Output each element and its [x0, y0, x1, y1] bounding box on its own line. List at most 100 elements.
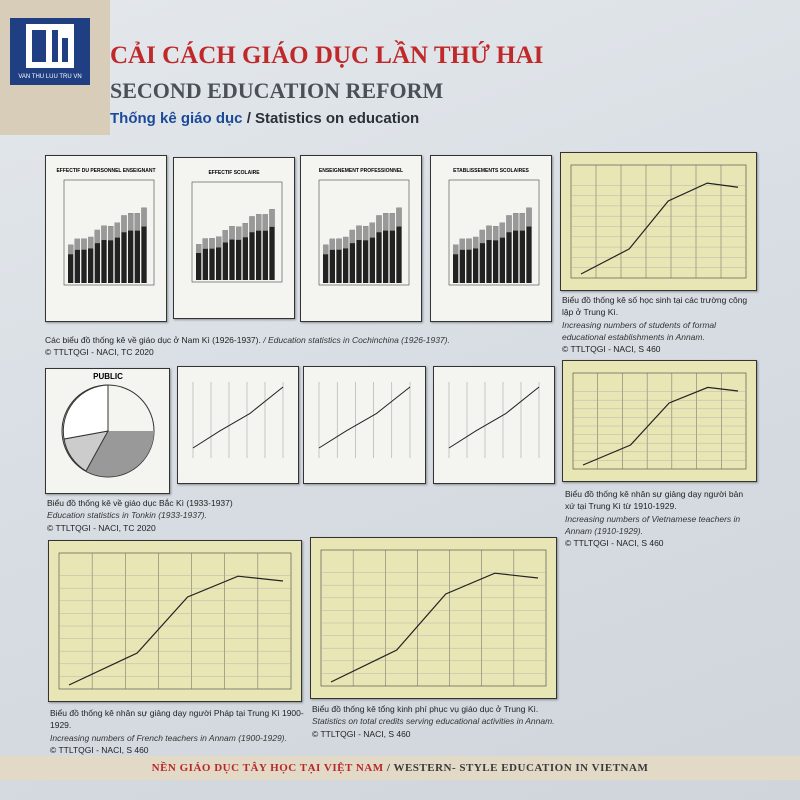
- caption-en: Increasing numbers of French teachers in…: [50, 732, 287, 743]
- figure: [177, 366, 299, 484]
- illustration-bar: [236, 226, 242, 240]
- illustration-bar: [513, 213, 519, 283]
- figure: ENSEIGNEMENT PROFESSIONNEL: [300, 155, 422, 322]
- figure-image: [58, 552, 292, 690]
- figure-title: ETABLISSEMENTS SCOLAIRES: [453, 168, 529, 174]
- illustration-bar: [94, 229, 100, 283]
- figure-image: [318, 382, 411, 458]
- caption-en: Increasing numbers of students of formal…: [562, 319, 717, 342]
- figure: PUBLIC: [45, 368, 170, 494]
- figure: [303, 366, 426, 484]
- illustration-bar: [356, 225, 362, 241]
- figure-title: EFFECTIF DU PERSONNEL ENSEIGNANT: [56, 168, 155, 174]
- illustration-bar: [383, 213, 389, 231]
- figure: ETABLISSEMENTS SCOLAIRES: [430, 155, 552, 322]
- illustration-bar: [493, 226, 499, 283]
- illustration-line: [318, 386, 411, 449]
- title-vi: CẢI CÁCH GIÁO DỤC LẦN THỨ HAI: [110, 42, 544, 69]
- figure-title: PUBLIC: [93, 372, 123, 381]
- caption: Biểu đồ thống kê nhân sự giảng dạy người…: [565, 488, 755, 550]
- subtitle-vi: Thống kê giáo dục: [110, 110, 243, 127]
- illustration-bar: [329, 238, 335, 250]
- title-en: SECOND EDUCATION REFORM: [110, 78, 444, 103]
- illustration-bar: [269, 209, 275, 227]
- illustration-bar: [506, 215, 512, 283]
- illustration-bar: [121, 215, 127, 283]
- illustration-bar: [101, 225, 107, 283]
- illustration-bar: [121, 215, 127, 233]
- caption-vi: Biểu đồ thống kê nhân sự giảng dạy người…: [565, 489, 744, 512]
- illustration-bar: [269, 209, 275, 280]
- footer: NỀN GIÁO DỤC TÂY HỌC TẠI VIỆT NAM / WEST…: [0, 756, 800, 780]
- illustration-line: [192, 386, 284, 449]
- caption-vi: Biểu đồ thống kê nhân sự giảng dạy người…: [50, 708, 304, 731]
- illustration-bar: [88, 236, 94, 283]
- illustration-bar: [114, 222, 120, 238]
- illustration-bar: [108, 226, 114, 241]
- figure-image: PUBLIC: [61, 372, 155, 478]
- illustration-bar: [519, 213, 525, 283]
- illustration-bar: [473, 236, 479, 283]
- illustration-bar: [486, 225, 492, 241]
- illustration-bar: [466, 238, 472, 250]
- illustration-bar: [506, 215, 512, 233]
- caption-en: Increasing numbers of Vietnamese teacher…: [565, 513, 741, 536]
- illustration-bar: [493, 226, 499, 241]
- illustration-bar: [256, 214, 262, 280]
- figure: EFFECTIF DU PERSONNEL ENSEIGNANT: [45, 155, 167, 322]
- illustration-bar: [216, 236, 222, 248]
- illustration-bar: [249, 216, 255, 280]
- illustration-bar: [88, 236, 94, 249]
- figure-title: ENSEIGNEMENT PROFESSIONNEL: [319, 168, 403, 174]
- illustration-frame: [191, 181, 283, 283]
- logo-mark: VAN THU LUU TRU VN: [18, 24, 82, 80]
- illustration-bar: [229, 226, 235, 280]
- caption-vi: Biểu đồ thống kê số học sinh tại các trư…: [562, 295, 748, 318]
- illustration-bar: [343, 236, 349, 249]
- illustration-bar: [216, 236, 222, 280]
- illustration-line: [330, 572, 539, 683]
- illustration-line: [68, 575, 284, 686]
- illustration-bar: [363, 226, 369, 241]
- caption: Các biểu đồ thống kê về giáo dục ở Nam K…: [45, 334, 545, 359]
- illustration-frame: [318, 179, 410, 286]
- illustration-bar: [81, 238, 87, 250]
- figure: [560, 152, 757, 291]
- illustration-bar: [262, 214, 268, 231]
- illustration-bar: [108, 226, 114, 283]
- figure: [562, 360, 757, 482]
- illustration-bar: [396, 207, 402, 283]
- illustration-frame: [572, 372, 747, 470]
- logo: VAN THU LUU TRU VN: [10, 18, 90, 85]
- illustration-bar: [229, 226, 235, 240]
- illustration-bar: [376, 215, 382, 283]
- caption-source: © TTLTQGI - NACI, S 460: [565, 538, 664, 549]
- illustration-bar: [499, 222, 505, 283]
- illustration-bar: [396, 207, 402, 227]
- caption-vi: Biểu đồ thống kê về giáo dục Bắc Kì (193…: [47, 498, 233, 508]
- illustration-bar: [81, 238, 87, 283]
- illustration-bar: [526, 207, 532, 283]
- illustration-bar: [202, 238, 208, 280]
- illustration-bar: [356, 225, 362, 283]
- illustration-bar: [389, 213, 395, 283]
- subtitle: Thống kê giáo dục / Statistics on educat…: [110, 110, 419, 127]
- caption-en: / Education statistics in Cochinchina (1…: [263, 335, 450, 345]
- caption-vi: Biểu đồ thống kê tổng kinh phí phục vụ g…: [312, 704, 539, 714]
- caption: Biểu đồ thống kê số học sinh tại các trư…: [562, 294, 752, 356]
- illustration-bar: [68, 244, 74, 255]
- illustration-bar: [74, 238, 80, 250]
- illustration-bar: [479, 229, 485, 244]
- illustration-bar: [336, 238, 342, 283]
- illustration-bar: [222, 230, 228, 280]
- figure: EFFECTIF SCOLAIRE: [173, 157, 295, 319]
- illustration-bar: [141, 207, 147, 227]
- illustration-bar: [94, 229, 100, 244]
- illustration-bar: [134, 213, 140, 283]
- illustration-frame: [320, 549, 547, 687]
- subtitle-en: / Statistics on education: [246, 110, 420, 127]
- illustration-bar: [323, 244, 329, 255]
- caption: Biểu đồ thống kê nhân sự giảng dạy người…: [50, 707, 305, 756]
- caption-en: Statistics on total credits serving educ…: [312, 716, 555, 727]
- illustration-bar: [369, 222, 375, 238]
